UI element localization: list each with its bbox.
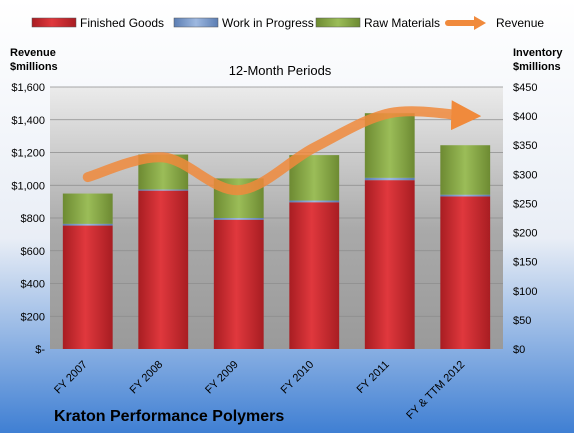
right-axis-title-line2: $millions: [513, 61, 561, 73]
bar-finished-goods: [138, 190, 189, 349]
right-tick-label: $200: [513, 228, 537, 240]
bar-work-in-progress: [440, 194, 491, 197]
revenue-line: [82, 100, 482, 196]
company-name: Kraton Performance Polymers: [54, 408, 284, 425]
right-tick-label: $300: [513, 169, 537, 181]
right-axis-ticks: $0 $50 $100 $150 $200 $250 $300 $350 $400 $450: [513, 82, 537, 356]
legend-label-finished-goods: Finished Goods: [80, 16, 164, 30]
bar-finished-goods: [364, 180, 415, 349]
bar-finished-goods: [289, 202, 340, 349]
left-tick-label: $400: [21, 279, 45, 291]
left-axis-title-line2: $millions: [10, 61, 58, 73]
revenue-line-layer: [82, 100, 482, 196]
right-axis-title-line1: Inventory: [513, 47, 563, 59]
left-tick-label: $1,000: [11, 180, 45, 192]
right-tick-label: $0: [513, 344, 525, 356]
left-axis-title-line1: Revenue: [10, 47, 56, 59]
legend: Finished Goods Work in Progress Raw Materi…: [31, 16, 544, 30]
left-tick-label: $600: [21, 246, 45, 258]
bar-finished-goods: [440, 196, 491, 349]
bar-work-in-progress: [138, 189, 189, 191]
bar-work-in-progress: [62, 223, 113, 226]
bar-raw-materials: [364, 113, 415, 178]
right-tick-label: $250: [513, 198, 537, 210]
right-tick-label: $150: [513, 257, 537, 269]
bar-raw-materials: [440, 145, 491, 195]
legend-label-raw-materials: Raw Materials: [364, 16, 440, 30]
bars: [62, 113, 491, 349]
legend-swatch-finished-goods: [31, 17, 77, 28]
chart-subtitle: 12-Month Periods: [229, 63, 332, 78]
right-tick-label: $350: [513, 140, 537, 152]
bar-work-in-progress: [213, 218, 264, 220]
right-tick-label: $100: [513, 286, 537, 298]
bar-work-in-progress: [289, 200, 340, 203]
right-tick-label: $450: [513, 82, 537, 94]
legend-swatch-work-in-progress: [173, 17, 219, 28]
right-tick-label: $400: [513, 111, 537, 123]
left-tick-label: $200: [21, 311, 45, 323]
bar-work-in-progress: [364, 177, 415, 181]
bar-raw-materials: [62, 193, 113, 224]
left-tick-label: $-: [35, 344, 45, 356]
left-tick-label: $800: [21, 213, 45, 225]
bar-finished-goods: [62, 225, 113, 349]
legend-label-revenue: Revenue: [496, 16, 544, 30]
left-tick-label: $1,400: [11, 115, 45, 127]
legend-label-work-in-progress: Work in Progress: [222, 16, 314, 30]
left-tick-label: $1,200: [11, 148, 45, 160]
gridlines: [50, 86, 503, 317]
bar-finished-goods: [213, 219, 264, 349]
left-axis-ticks: $- $200 $400 $600 $800 $1,000 $1,200 $1,400 $1,6…: [11, 82, 45, 356]
legend-swatch-revenue-arrowhead: [474, 16, 486, 30]
legend-swatch-raw-materials: [315, 17, 361, 28]
right-tick-label: $50: [513, 315, 531, 327]
left-tick-label: $1,600: [11, 82, 45, 94]
